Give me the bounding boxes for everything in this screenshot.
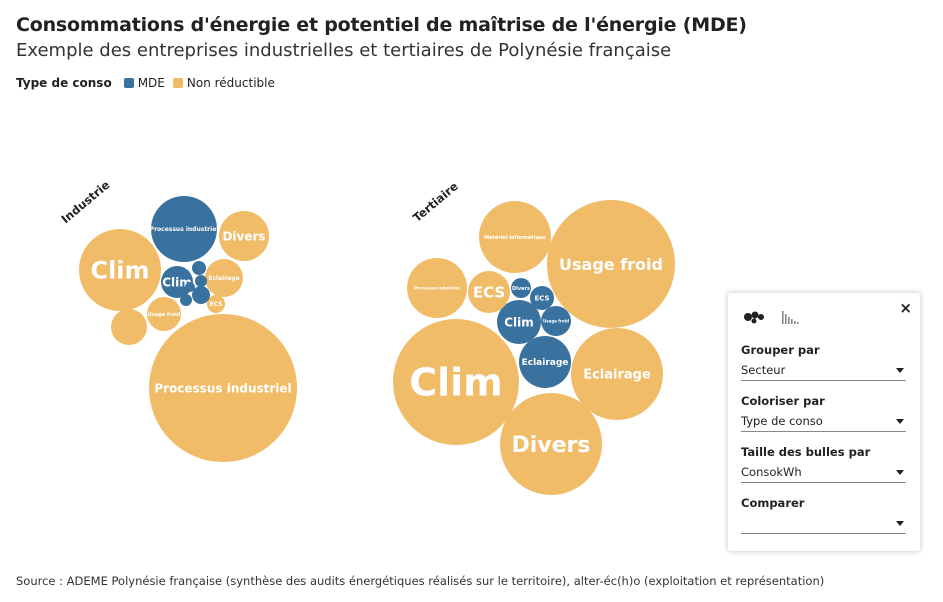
compare-select[interactable] <box>741 516 906 534</box>
bubble-label: Divers <box>511 433 590 458</box>
bubble-group-tertiaire: Tertiaire Clim Usage froid Divers Eclairage M… <box>393 179 675 495</box>
bubble[interactable] <box>180 294 192 306</box>
bubble-label: ECS <box>534 295 549 303</box>
bubble[interactable] <box>111 309 147 345</box>
group-by-label: Grouper par <box>741 343 820 357</box>
bubble[interactable] <box>497 300 541 344</box>
chart-title: Consommations d'énergie et potentiel de … <box>16 14 747 36</box>
bubble-label: Clim <box>90 257 149 285</box>
settings-panel: × Grouper par Secteur Coloriser par Type… <box>728 293 920 551</box>
bubble-label: ECS <box>473 283 505 301</box>
bubble[interactable] <box>571 328 663 420</box>
bubble-label: Matériel informatique <box>484 234 546 241</box>
bubble-label: Usage froid <box>559 255 663 274</box>
bubble[interactable] <box>519 336 571 388</box>
bubble-group-industrie: Industrie Processus industriel Clim Process… <box>58 178 297 462</box>
chevron-down-icon <box>896 368 904 373</box>
bubble[interactable] <box>149 314 297 462</box>
bubble[interactable] <box>192 286 210 304</box>
bubble-view-icon[interactable] <box>743 310 769 324</box>
chevron-down-icon <box>896 470 904 475</box>
size-by-field: Taille des bulles par ConsokWh <box>741 445 906 483</box>
bubble[interactable] <box>500 393 602 495</box>
bubble[interactable] <box>192 261 206 275</box>
bubble-label: Processus industriel <box>154 381 291 395</box>
bubble-label: Clim <box>504 315 534 329</box>
bubble[interactable] <box>185 282 195 292</box>
legend-swatch-mde <box>123 78 134 88</box>
legend: Type de conso MDE Non réductible <box>16 76 283 90</box>
bar-view-icon[interactable] <box>781 310 801 324</box>
chart-subtitle: Exemple des entreprises industrielles et… <box>16 40 672 61</box>
group-by-select[interactable]: Secteur <box>741 363 906 381</box>
close-icon[interactable]: × <box>899 299 912 317</box>
bubble[interactable] <box>468 271 510 313</box>
bubble-label: Clim <box>162 275 192 289</box>
bubble[interactable] <box>407 258 467 318</box>
source-note: Source : ADEME Polynésie française (synt… <box>16 574 825 588</box>
bubble[interactable] <box>79 229 161 311</box>
size-by-value: ConsokWh <box>741 465 802 479</box>
bubble-label: Divers <box>222 229 265 243</box>
bubble-label: Eclairage <box>522 358 569 368</box>
bubble[interactable] <box>151 196 217 262</box>
bubble[interactable] <box>147 297 181 331</box>
size-by-select[interactable]: ConsokWh <box>741 465 906 483</box>
bubble[interactable] <box>511 278 531 298</box>
compare-field: Comparer <box>741 496 906 534</box>
bubble-label: Processus industriel <box>150 226 219 233</box>
color-by-label: Coloriser par <box>741 394 825 408</box>
bubble-label: Clim <box>409 361 503 405</box>
chevron-down-icon <box>896 521 904 526</box>
size-by-label: Taille des bulles par <box>741 445 871 459</box>
color-by-select[interactable]: Type de conso <box>741 414 906 432</box>
bubble-label: Usage froid <box>543 318 569 323</box>
chevron-down-icon <box>896 419 904 424</box>
color-by-value: Type de conso <box>741 414 823 428</box>
bubble[interactable] <box>205 259 243 297</box>
group-by-field: Grouper par Secteur <box>741 343 906 381</box>
bubble[interactable] <box>479 201 551 273</box>
bubble[interactable] <box>219 211 269 261</box>
group-label: Tertiaire <box>410 179 461 225</box>
bubble[interactable] <box>530 286 554 310</box>
legend-item-mde[interactable]: MDE <box>123 76 165 90</box>
bubble-label: Eclairage <box>583 368 651 383</box>
bubble[interactable] <box>195 275 207 287</box>
legend-label-mde: MDE <box>137 76 165 90</box>
legend-label-non-reductible: Non réductible <box>186 76 275 90</box>
bubble-label: Usage froid <box>148 312 181 318</box>
bubble-label: Divers <box>512 286 530 292</box>
legend-swatch-non-reductible <box>172 78 183 88</box>
bubble-label: ECS <box>210 301 223 308</box>
bubble-label: Eclairage <box>208 275 239 282</box>
bubble[interactable] <box>547 200 675 328</box>
bubble[interactable] <box>207 295 225 313</box>
group-by-value: Secteur <box>741 363 786 377</box>
group-label: Industrie <box>58 178 112 227</box>
bubble[interactable] <box>541 306 571 336</box>
bubble[interactable] <box>161 266 193 298</box>
legend-title: Type de conso <box>16 76 112 90</box>
compare-label: Comparer <box>741 496 805 510</box>
bubble[interactable] <box>393 319 519 445</box>
legend-item-non-reductible[interactable]: Non réductible <box>172 76 275 90</box>
bubble-chart: Industrie Processus industriel Clim Process… <box>58 178 675 495</box>
color-by-field: Coloriser par Type de conso <box>741 394 906 432</box>
bubble-label: Processus industriel <box>414 285 460 290</box>
